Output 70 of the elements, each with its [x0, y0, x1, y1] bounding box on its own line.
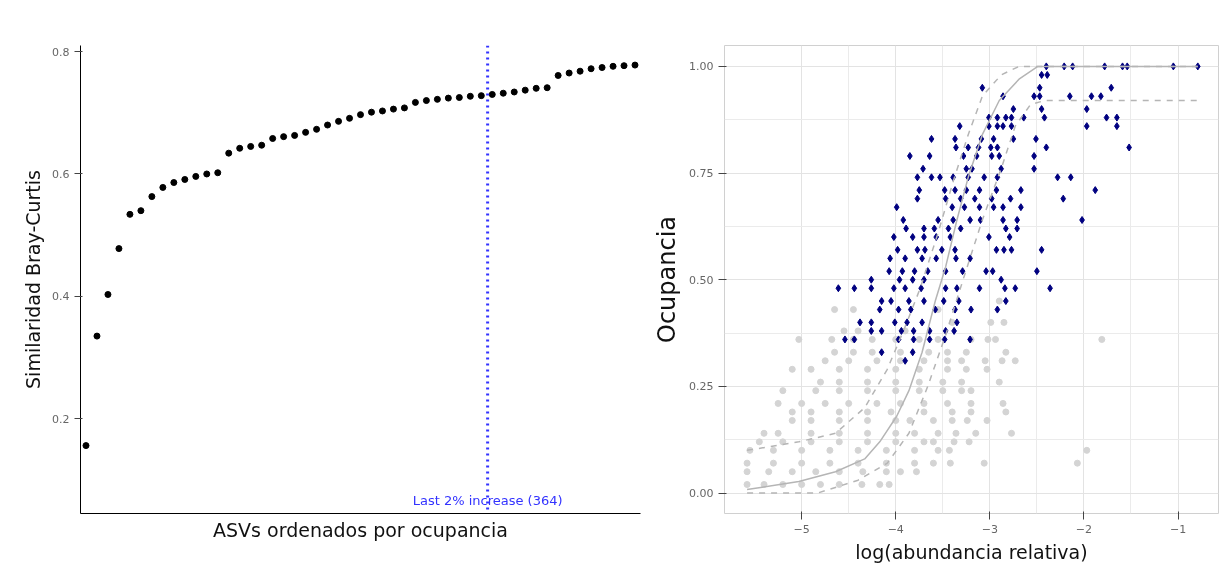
point — [444, 94, 452, 102]
point — [433, 95, 441, 103]
point — [411, 98, 419, 106]
point — [192, 172, 200, 180]
y-axis-title: Similaridad Bray-Curtis — [22, 170, 45, 389]
x-axis-title: ASVs ordenados por ocupancia — [213, 518, 508, 541]
point — [587, 65, 595, 73]
point — [631, 61, 639, 69]
point — [93, 332, 101, 340]
point — [269, 134, 277, 142]
point — [115, 245, 123, 253]
y-tick-label: 0.25 — [689, 380, 714, 394]
y-tick-label: 0.6 — [52, 167, 70, 181]
point — [236, 144, 244, 152]
point — [181, 175, 189, 183]
x-tick-label: −5 — [793, 522, 810, 536]
point — [302, 128, 310, 136]
point — [488, 90, 496, 98]
point — [543, 84, 551, 92]
point — [378, 107, 386, 115]
point — [214, 169, 222, 177]
point — [554, 71, 562, 79]
point — [389, 105, 397, 113]
x-axis-title: log(abundancia relativa) — [855, 540, 1088, 563]
x-tick-label: −3 — [981, 522, 998, 536]
y-tick-label: 0.4 — [52, 290, 70, 304]
point — [258, 141, 266, 149]
point — [565, 69, 573, 77]
y-axis-title: Ocupancia — [653, 215, 682, 344]
point — [598, 64, 606, 72]
y-tick-label: 1.00 — [689, 60, 714, 74]
point — [400, 104, 408, 112]
point — [324, 121, 332, 129]
point — [148, 193, 156, 201]
point — [532, 84, 540, 92]
point — [313, 125, 321, 133]
point — [576, 67, 584, 75]
point — [291, 131, 299, 139]
x-tick-label: −1 — [1169, 522, 1187, 536]
point — [203, 170, 211, 178]
point — [170, 179, 178, 187]
annotation: Last 2% increase (364) — [412, 492, 563, 508]
point — [357, 111, 364, 119]
point — [367, 108, 375, 116]
y-tick-label: 0.75 — [689, 167, 714, 181]
point — [346, 114, 354, 122]
point — [455, 94, 463, 101]
point — [280, 133, 288, 141]
point — [137, 207, 145, 215]
point — [104, 290, 112, 298]
point — [477, 92, 485, 100]
y-tick-label: 0.8 — [52, 45, 70, 59]
point — [247, 142, 255, 150]
point — [159, 183, 167, 191]
point — [335, 117, 343, 125]
point — [521, 86, 529, 94]
y-tick-label: 0.2 — [52, 412, 70, 426]
point — [422, 97, 430, 105]
point — [466, 92, 474, 100]
point — [225, 149, 233, 157]
point — [620, 62, 628, 70]
x-tick-label: −4 — [887, 522, 904, 536]
point — [82, 442, 90, 450]
x-tick-label: −2 — [1075, 522, 1093, 536]
point — [510, 88, 518, 96]
point — [499, 89, 507, 97]
point — [126, 210, 134, 218]
point — [609, 62, 617, 70]
y-tick-label: 0.00 — [689, 487, 714, 501]
y-tick-label: 0.50 — [689, 273, 714, 287]
